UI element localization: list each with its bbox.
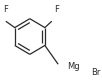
Text: Br: Br — [91, 68, 100, 77]
Text: F: F — [3, 5, 8, 14]
Text: F: F — [54, 5, 59, 14]
Text: Mg: Mg — [67, 62, 79, 71]
